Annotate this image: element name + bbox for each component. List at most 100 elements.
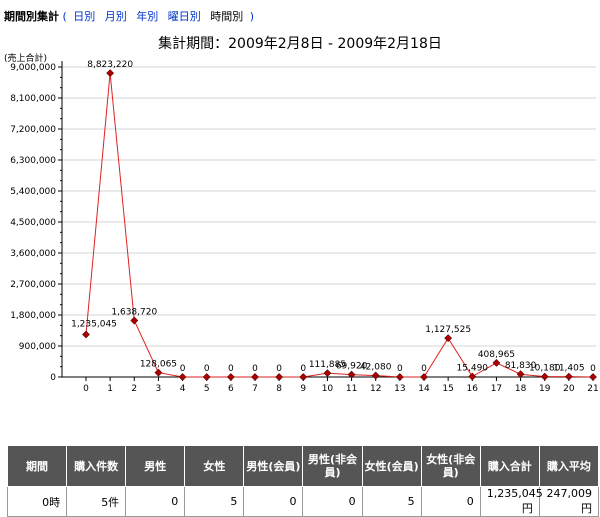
x-tick-label: 18 xyxy=(515,384,527,394)
table-cell: 5件 xyxy=(66,486,127,517)
x-tick-label: 4 xyxy=(180,384,186,394)
col-header: 男性 xyxy=(125,445,186,487)
table-cell: 0 xyxy=(243,486,304,517)
col-header: 男性(会員) xyxy=(243,445,304,487)
link-yearly[interactable]: 年別 xyxy=(136,10,159,23)
data-label: 0 xyxy=(590,364,596,374)
link-monthly[interactable]: 月別 xyxy=(104,10,127,23)
data-point xyxy=(202,373,211,381)
data-label: 111,885 xyxy=(309,360,346,370)
period-label: 集計期間：2009年2月8日 - 2009年2月18日 xyxy=(158,36,442,52)
col-header: 購入合計 xyxy=(479,445,540,487)
data-label: 10,180 xyxy=(529,364,561,374)
y-tick-label: 3,600,000 xyxy=(10,249,56,259)
data-label: 0 xyxy=(228,364,234,374)
x-tick-label: 17 xyxy=(491,384,502,394)
x-tick-label: 1 xyxy=(107,384,113,394)
data-label: 0 xyxy=(300,364,306,374)
x-tick-label: 21 xyxy=(587,384,598,394)
x-tick-label: 3 xyxy=(156,384,162,394)
table-cell: 5 xyxy=(361,486,422,517)
table-cell: 247,009円 xyxy=(538,486,600,517)
data-point xyxy=(154,368,163,377)
data-label: 11,405 xyxy=(553,364,585,374)
x-tick-labels: 0 1 2 3 4 5 6 7 8 9 10 11 12 13 14 15 16 17 18 19 20 21 xyxy=(83,384,599,394)
col-header: 男性(非会員) xyxy=(302,445,363,487)
x-tick-label: 20 xyxy=(563,384,575,394)
x-tick-label: 2 xyxy=(131,384,137,394)
y-axis-label: (売上合計) xyxy=(4,52,47,64)
y-tick-label: 900,000 xyxy=(19,342,56,352)
y-tick-label: 0 xyxy=(50,373,56,383)
col-header: 女性(非会員) xyxy=(420,445,481,487)
data-label: 0 xyxy=(204,364,210,374)
col-header: 女性(会員) xyxy=(361,445,422,487)
x-tick-label: 10 xyxy=(322,384,334,394)
data-point xyxy=(444,334,453,343)
link-weekday[interactable]: 曜日別 xyxy=(167,10,201,23)
x-tick-label: 13 xyxy=(394,384,405,394)
x-tick-label: 8 xyxy=(276,384,282,394)
table-cell: 1,235,045円 xyxy=(479,486,543,517)
sales-line-chart: (売上合計) 0 900,000 1,800,000 2,700,000 3,600,0… xyxy=(4,52,599,394)
table-cell: 5 xyxy=(184,486,245,517)
table-row: 0時 5件 0 5 0 0 5 0 1,235,045円 247,009円 xyxy=(6,486,600,517)
col-header: 購入平均 xyxy=(538,445,600,487)
data-point xyxy=(323,369,332,378)
data-label: 8,823,220 xyxy=(87,60,133,70)
data-label: 408,965 xyxy=(478,350,515,360)
data-point xyxy=(130,316,139,325)
y-tick-label: 7,200,000 xyxy=(10,125,56,135)
col-header: 期間 xyxy=(6,445,68,487)
data-point xyxy=(275,373,284,381)
data-label: 0 xyxy=(421,364,427,374)
x-tick-label: 11 xyxy=(346,384,357,394)
data-points xyxy=(82,69,597,381)
page-title: 期間別集計 xyxy=(4,10,59,23)
page-header: 期間別集計 ( 日別 月別 年別 曜日別 時間別 ) xyxy=(4,8,254,24)
data-point xyxy=(371,371,380,380)
link-daily[interactable]: 日別 xyxy=(73,10,96,23)
x-tick-label: 15 xyxy=(442,384,453,394)
axes xyxy=(58,61,596,381)
y-tick-label: 6,300,000 xyxy=(10,156,56,166)
data-point xyxy=(395,373,404,381)
data-point xyxy=(492,359,501,367)
x-tick-label: 6 xyxy=(228,384,234,394)
data-point xyxy=(589,373,597,381)
y-tick-label: 9,000,000 xyxy=(10,63,56,73)
y-tick-label: 4,500,000 xyxy=(10,218,56,228)
data-label: 42,080 xyxy=(360,363,392,373)
data-point xyxy=(82,330,90,339)
table-cell: 0時 xyxy=(6,486,68,517)
data-label: 1,235,045 xyxy=(71,319,117,329)
summary-table: 期間 購入件数 男性 女性 男性(会員) 男性(非会員) 女性(会員) 女性(非… xyxy=(6,445,600,517)
paren-open: ( xyxy=(62,10,67,23)
y-tick-label: 2,700,000 xyxy=(10,280,56,290)
table-cell: 0 xyxy=(420,486,481,517)
table-header-row: 期間 購入件数 男性 女性 男性(会員) 男性(非会員) 女性(会員) 女性(非… xyxy=(6,445,600,487)
data-point xyxy=(516,370,525,379)
data-label: 69,920 xyxy=(336,362,368,372)
data-point xyxy=(564,372,573,381)
y-tick-label: 8,100,000 xyxy=(10,94,56,104)
data-label: 0 xyxy=(276,364,282,374)
data-label: 81,830 xyxy=(505,361,537,371)
y-tick-label: 5,400,000 xyxy=(10,187,56,197)
x-tick-label: 0 xyxy=(83,384,89,394)
data-label: 1,638,720 xyxy=(111,308,157,318)
x-tick-label: 5 xyxy=(204,384,210,394)
data-label: 0 xyxy=(397,364,403,374)
data-point xyxy=(178,373,187,381)
x-tick-label: 9 xyxy=(300,384,306,394)
data-point xyxy=(347,370,356,379)
y-tick-label: 1,800,000 xyxy=(10,311,56,321)
col-header: 女性 xyxy=(184,445,245,487)
data-point xyxy=(299,373,308,381)
current-view-label: 時間別 xyxy=(210,10,244,23)
col-header: 購入件数 xyxy=(66,445,127,487)
data-label: 0 xyxy=(252,364,258,374)
data-point xyxy=(420,373,428,381)
x-tick-label: 19 xyxy=(539,384,551,394)
